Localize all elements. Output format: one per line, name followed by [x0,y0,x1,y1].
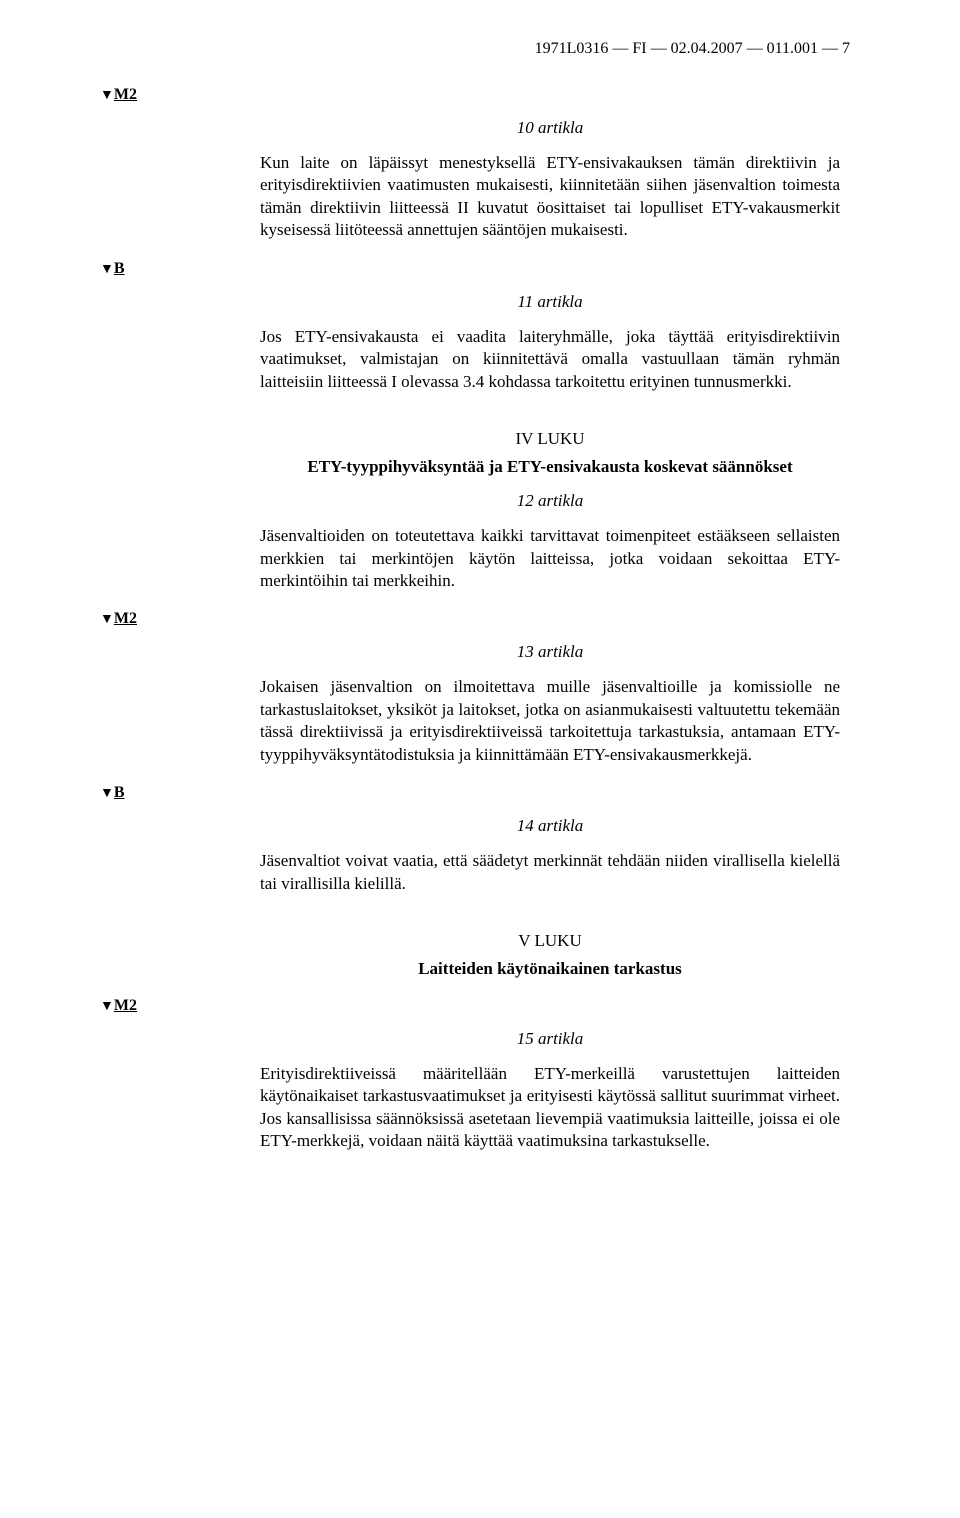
article-10-para: Kun laite on läpäissyt menestyksellä ETY… [260,152,840,242]
article-13-title: 13 artikla [260,642,840,662]
marker-m2: ▼M2 [100,86,860,104]
article-11-para: Jos ETY-ensivakausta ei vaadita laiteryh… [260,326,840,393]
article-14-block: 14 artikla Jäsenvaltiot voivat vaatia, e… [260,816,840,895]
chapter-4-num: IV LUKU [260,429,840,449]
article-14-para: Jäsenvaltiot voivat vaatia, että säädety… [260,850,840,895]
article-14-title: 14 artikla [260,816,840,836]
chapter-4-block: IV LUKU ETY-tyyppihyväksyntää ja ETY-ens… [260,429,840,477]
marker-m2-3: ▼M2 [100,997,860,1015]
marker-label: M2 [114,997,137,1014]
article-13-para: Jokaisen jäsenvaltion on ilmoitettava mu… [260,676,840,766]
article-10-block: 10 artikla Kun laite on läpäissyt menest… [260,118,840,242]
article-10-title: 10 artikla [260,118,840,138]
marker-m2-2: ▼M2 [100,610,860,628]
article-15-title: 15 artikla [260,1029,840,1049]
article-12-block: 12 artikla Jäsenvaltioiden on toteutetta… [260,491,840,592]
article-12-para: Jäsenvaltioiden on toteutettava kaikki t… [260,525,840,592]
article-13-block: 13 artikla Jokaisen jäsenvaltion on ilmo… [260,642,840,766]
chapter-5-block: V LUKU Laitteiden käytönaikainen tarkast… [260,931,840,979]
marker-b: ▼B [100,260,860,278]
chapter-4-title: ETY-tyyppihyväksyntää ja ETY-ensivakaust… [260,457,840,477]
marker-label: M2 [114,86,137,103]
triangle-icon: ▼ [100,262,114,277]
triangle-icon: ▼ [100,999,114,1014]
page-header: 1971L0316 — FI — 02.04.2007 — 011.001 — … [100,40,860,58]
marker-label: B [114,784,125,801]
marker-label: M2 [114,610,137,627]
triangle-icon: ▼ [100,612,114,627]
article-12-title: 12 artikla [260,491,840,511]
chapter-5-num: V LUKU [260,931,840,951]
article-15-block: 15 artikla Erityisdirektiiveissä määrite… [260,1029,840,1153]
article-11-title: 11 artikla [260,292,840,312]
chapter-5-title: Laitteiden käytönaikainen tarkastus [260,959,840,979]
article-15-para: Erityisdirektiiveissä määritellään ETY-m… [260,1063,840,1153]
triangle-icon: ▼ [100,88,114,103]
marker-b-2: ▼B [100,784,860,802]
triangle-icon: ▼ [100,786,114,801]
article-11-block: 11 artikla Jos ETY-ensivakausta ei vaadi… [260,292,840,393]
marker-label: B [114,260,125,277]
